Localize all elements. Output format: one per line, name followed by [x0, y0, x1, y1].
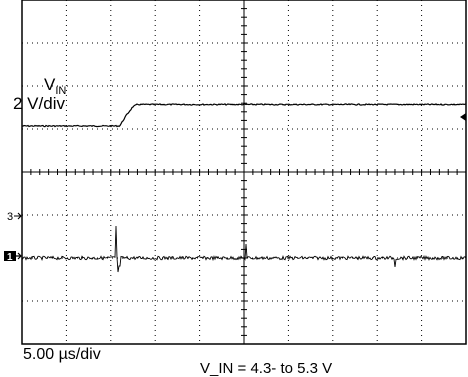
channel-scale: 2 V/div: [13, 94, 65, 113]
time-scale: 5.00 µs/div: [23, 346, 101, 363]
channel-label: VIN: [44, 76, 66, 97]
graticule-grid: [21, 0, 467, 345]
channel-1-marker-label: 1: [7, 252, 13, 263]
channel-label-symbol: V: [44, 75, 56, 94]
footer-caption: V_IN = 4.3- to 5.3 V: [200, 360, 333, 377]
channel-1-marker: 1: [4, 251, 22, 263]
traces: [21, 103, 467, 273]
trigger-level-arrow: [460, 113, 466, 121]
vin-trace: [21, 103, 467, 128]
channel-3-marker-label: 3: [7, 211, 13, 223]
channel-3-marker: 3: [7, 211, 22, 223]
output-ripple-trace: [21, 225, 467, 273]
channel-label-subscript: IN: [55, 85, 67, 97]
